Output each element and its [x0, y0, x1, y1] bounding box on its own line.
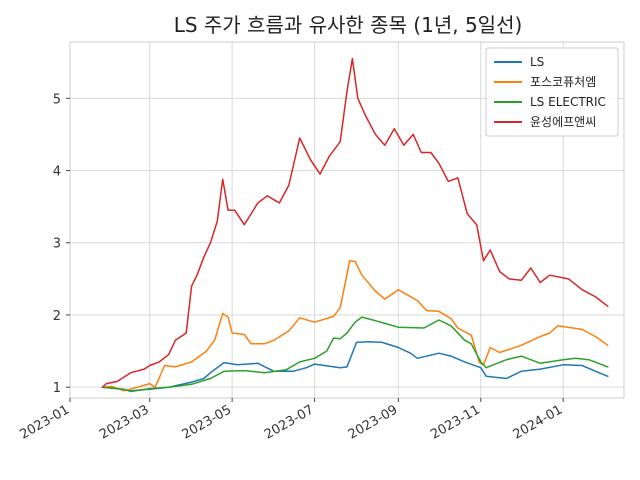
legend: LS 포스코퓨처엠 LS ELECTRIC 윤성에프앤씨	[485, 47, 619, 137]
grid	[69, 42, 624, 398]
series-lines	[101, 57, 609, 393]
x-axis-ticks: 2023-01 2023-03 2023-05 2023-07 2023-09 2023-…	[17, 398, 565, 443]
series-line-2	[101, 260, 609, 392]
legend-box	[485, 47, 619, 137]
y-tick-label: 4	[53, 165, 61, 180]
x-tick-label: 2023-09	[346, 402, 401, 442]
legend-label: 포스코퓨처엠	[530, 75, 596, 89]
y-tick-label: 5	[53, 92, 61, 107]
y-tick-label: 3	[53, 237, 61, 252]
legend-label: LS ELECTRIC	[530, 95, 606, 109]
x-tick-label: 2024-01	[511, 402, 566, 442]
series-line-3	[101, 316, 609, 393]
y-tick-label: 2	[53, 309, 61, 324]
series-line-1	[101, 340, 609, 392]
x-tick-label: 2023-07	[262, 402, 317, 442]
legend-label: LS	[530, 55, 544, 69]
series-line-4	[101, 57, 609, 388]
plot-frame	[69, 41, 625, 399]
chart-title: LS 주가 흐름과 유사한 종목 (1년, 5일선)	[174, 13, 523, 37]
x-tick-label: 2023-03	[97, 402, 152, 442]
x-tick-label: 2023-11	[428, 402, 483, 442]
y-axis-ticks: 1 2 3 4 5	[53, 92, 70, 396]
x-tick-label: 2023-05	[180, 402, 235, 442]
y-tick-label: 1	[53, 381, 61, 396]
legend-label: 윤성에프앤씨	[530, 115, 596, 129]
x-tick-label: 2023-01	[17, 402, 72, 442]
